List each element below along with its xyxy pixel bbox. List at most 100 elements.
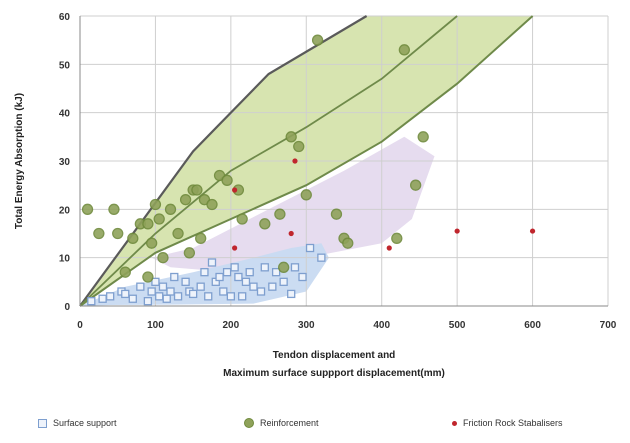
surface-support-point xyxy=(226,292,236,301)
surface-support-point xyxy=(260,263,269,272)
surface-support-point xyxy=(230,263,239,272)
x-axis-title-line-1: Tendon displacement and xyxy=(273,350,396,361)
y-tick-labels: 0 10 20 30 40 50 60 xyxy=(59,12,71,313)
surface-support-point xyxy=(151,277,160,286)
data-points xyxy=(81,34,536,306)
surface-support-point xyxy=(158,282,168,291)
reinforcement-point xyxy=(311,34,324,46)
reinforcement-point xyxy=(259,218,271,230)
x-axis-title-line-2: Maximum surface suppport displacement(mm… xyxy=(223,368,445,379)
surface-support-point xyxy=(166,287,175,296)
reinforcement-point xyxy=(142,218,154,230)
surface-support-point xyxy=(238,292,247,301)
surface-support-point xyxy=(256,287,266,296)
reinforcement-point xyxy=(293,140,305,153)
reinforcement-point xyxy=(153,213,165,225)
reinforcement-point xyxy=(391,232,403,244)
reinforcement-point xyxy=(112,227,124,240)
mean-trend-line xyxy=(79,15,458,307)
y-tick-label: 20 xyxy=(59,205,71,216)
surface-support-point xyxy=(196,282,205,291)
surface-support-point xyxy=(298,272,307,282)
reinforcement-point xyxy=(149,198,162,211)
surface-support-point xyxy=(249,282,258,291)
square-marker-icon xyxy=(38,418,47,428)
y-tick-label: 10 xyxy=(59,254,71,265)
surface-support-point xyxy=(162,294,171,303)
y-tick-label: 30 xyxy=(59,157,71,168)
reinforcement-point xyxy=(164,203,177,215)
circle-marker-icon xyxy=(244,418,254,428)
surface-support-point xyxy=(245,268,254,277)
surface-support-point xyxy=(207,258,217,267)
surface-support-point xyxy=(271,268,281,277)
reinforcement-point xyxy=(300,189,312,201)
reinforcement-point xyxy=(108,203,120,215)
surface-support-point xyxy=(219,287,228,296)
surface-support-point xyxy=(317,253,326,262)
y-tick-label: 50 xyxy=(59,60,71,71)
reinforcement-point xyxy=(398,44,410,56)
reinforcement-point xyxy=(236,213,248,225)
surface-support-point xyxy=(143,297,153,306)
reinforcement-point xyxy=(342,237,354,249)
legend-item-friction-rock-stabalisers: Friction Rock Stabalisers xyxy=(452,418,563,428)
surface-support-point xyxy=(106,292,115,301)
reinforcement-point xyxy=(179,194,192,206)
dot-marker-icon xyxy=(452,420,457,426)
surface-support-point xyxy=(204,292,213,301)
purple-envelope-band xyxy=(151,136,435,273)
reinforcement-point xyxy=(191,184,203,196)
friction-rock-point xyxy=(529,228,536,234)
y-tick-label: 60 xyxy=(59,12,71,23)
friction-rock-point xyxy=(386,245,392,251)
reinforcement-point xyxy=(221,174,233,186)
y-tick-label: 40 xyxy=(59,109,71,120)
axes xyxy=(79,16,608,307)
surface-support-point xyxy=(287,289,296,299)
surface-support-point xyxy=(241,277,251,286)
reinforcement-point xyxy=(81,203,94,215)
surface-support-point xyxy=(200,268,209,277)
y-tick-label: 0 xyxy=(64,302,70,313)
reinforcement-point xyxy=(119,266,131,278)
chart-svg: 0 100 200 300 400 500 600 700 0 10 20 30 40 50 60 Ten… xyxy=(14,12,617,379)
x-tick-label: 300 xyxy=(298,320,315,331)
x-tick-labels: 0 100 200 300 400 500 600 700 xyxy=(77,320,617,331)
surface-support-point xyxy=(290,263,300,272)
x-tick-label: 0 xyxy=(77,320,83,331)
surface-support-point xyxy=(87,297,96,306)
surface-support-point xyxy=(188,289,198,299)
x-tick-label: 200 xyxy=(223,320,240,331)
friction-rock-point xyxy=(454,228,460,234)
lower-envelope-line xyxy=(79,15,534,307)
legend-item-reinforcement: Reinforcement xyxy=(244,418,319,428)
reinforcement-point xyxy=(410,179,422,191)
surface-support-point xyxy=(279,277,288,286)
legend: Surface support Reinforcement Friction R… xyxy=(0,418,630,436)
friction-rock-point xyxy=(232,187,238,193)
surface-support-point xyxy=(173,292,183,301)
surface-support-point xyxy=(181,277,190,286)
reinforcement-point xyxy=(278,261,290,273)
legend-label: Surface support xyxy=(53,418,117,428)
surface-support-point xyxy=(234,272,243,282)
reinforcement-point xyxy=(417,131,429,143)
surface-support-point xyxy=(305,243,315,253)
surface-support-point xyxy=(128,294,137,303)
surface-support-point xyxy=(147,287,156,296)
reinforcement-point xyxy=(93,227,105,240)
surface-support-point xyxy=(215,272,224,282)
surface-support-point xyxy=(121,289,130,299)
legend-label: Reinforcement xyxy=(260,418,319,428)
legend-item-surface-support: Surface support xyxy=(38,418,117,428)
reinforcement-point xyxy=(157,252,169,264)
surface-support-point xyxy=(268,282,277,291)
friction-rock-point xyxy=(232,245,238,251)
reinforcement-point xyxy=(285,131,297,143)
surface-support-point xyxy=(155,292,164,301)
x-tick-label: 600 xyxy=(524,320,541,331)
reinforcement-point xyxy=(274,208,286,220)
x-tick-label: 700 xyxy=(600,320,617,331)
reinforcement-point xyxy=(183,247,196,259)
